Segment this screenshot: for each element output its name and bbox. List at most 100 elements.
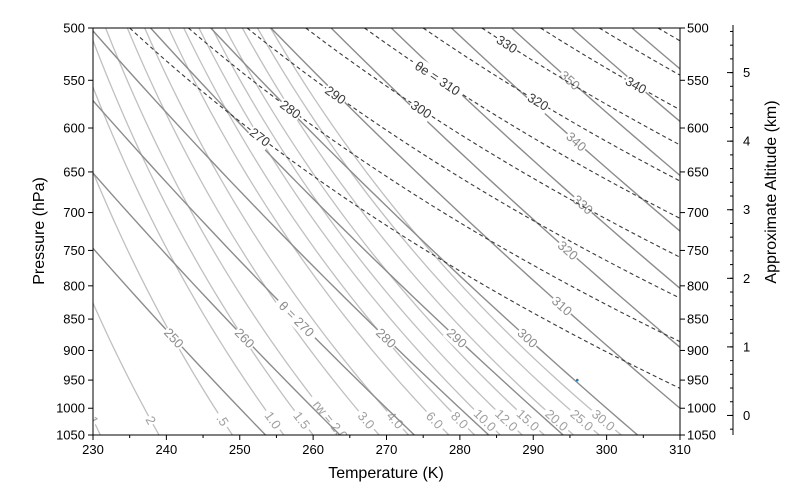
dry-adiabat-label-bg	[442, 324, 471, 353]
x-tick-label: 270	[376, 442, 398, 457]
secondary-pressure-axis: 500 550 600 650 700 750 800 850 900 950 1000 1050	[680, 21, 716, 443]
dry-adiabat-line	[571, 28, 680, 123]
dry-adiabat-label-bg	[272, 294, 321, 344]
x-axis: 230 240 250 260 270 280 290 300 310	[82, 435, 691, 457]
y-tick-label: 1050	[56, 428, 85, 443]
moist-adiabat-label-bg	[321, 81, 350, 109]
y2-tick-label: 750	[687, 243, 709, 258]
moist-adiabat-label-text: 300	[408, 97, 434, 121]
moist-adiabat-line	[481, 28, 680, 146]
y-tick-label: 500	[63, 21, 85, 36]
moist-adiabat-line	[188, 28, 680, 343]
dry-adiabat-line	[93, 29, 490, 435]
moist-adiabat-label-bg	[245, 123, 275, 151]
moist-adiabat-label: 270	[245, 123, 275, 151]
y2-tick-label: 700	[687, 205, 709, 220]
dry-adiabat-line	[93, 247, 267, 435]
y-tick-label: 1000	[56, 401, 85, 416]
x-axis-title: Temperature (K)	[328, 465, 444, 482]
mixing-ratio-line	[126, 28, 380, 435]
x-tick-label: 310	[669, 442, 691, 457]
dry-adiabat-label-bg	[568, 190, 598, 219]
mixing-ratio-label-bg	[352, 406, 381, 435]
moist-adiabat-label-text: 330	[494, 32, 520, 56]
mixing-ratio-line	[93, 170, 233, 435]
altitude-tick-label: 5	[743, 65, 750, 80]
moist-adiabat-label-bg	[621, 72, 651, 98]
moist-adiabat-label-bg	[276, 95, 305, 123]
dry-adiabat-label-text: θ = 270	[276, 298, 317, 340]
x-tick-label: 230	[82, 442, 104, 457]
dry-adiabat-label-bg	[553, 236, 583, 265]
altitude-tick-label: 0	[743, 408, 750, 423]
dry-adiabat-line	[390, 28, 680, 290]
x-tick-label: 290	[522, 442, 544, 457]
dry-adiabat-line	[330, 28, 680, 349]
moist-adiabat-label: 290	[321, 81, 350, 109]
y-tick-label: 600	[63, 121, 85, 136]
moist-adiabat-label: 330	[492, 31, 522, 58]
moist-adiabat-label-text: 360	[728, 64, 754, 88]
mixing-ratio-label: 2	[141, 412, 161, 429]
moist-adiabat-label-text: 320	[525, 90, 551, 114]
mixing-ratio-line	[144, 28, 409, 435]
altitude-axis: 0 1 2 3 4 5	[727, 25, 750, 435]
mixing-ratio-label: 1.0	[259, 405, 287, 435]
mixing-ratio-label-bg	[259, 405, 287, 435]
moist-adiabat-line	[305, 28, 680, 258]
mixing-ratio-label-text: .5	[213, 412, 231, 429]
mixing-ratio-label-bg	[420, 406, 449, 435]
y2-tick-label: 1000	[687, 401, 716, 416]
mixing-ratio-label-text: 1	[85, 414, 102, 427]
mixing-ratio-label-bg	[445, 406, 474, 435]
y2-tick-label: 500	[687, 21, 709, 36]
moist-adiabat-label-bg	[523, 88, 553, 115]
altitude-tick-label: 2	[743, 271, 750, 286]
moist-adiabat-label-bg	[492, 31, 522, 58]
y-axis: 500 550 600 650 700 750 800 850 900 950 1000 1050	[56, 21, 93, 443]
mixing-ratio-label-bg	[381, 406, 409, 435]
dry-adiabat-line	[93, 172, 341, 435]
mixing-ratio-label-bg	[468, 403, 502, 435]
mixing-ratio-label: 1.5	[288, 405, 316, 435]
dry-adiabat-label-bg	[230, 324, 259, 353]
y2-tick-label: 1050	[687, 428, 716, 443]
mixing-ratio-label-text: rw = 2.0	[310, 397, 351, 443]
mixing-ratio-line	[269, 28, 622, 435]
moist-adiabat-label: θe = 310	[408, 55, 467, 102]
dry-adiabat-line	[270, 28, 680, 410]
mixing-ratio-line	[105, 28, 343, 435]
moist-adiabat-label-text: θe = 310	[412, 58, 463, 99]
moist-adiabat-line	[717, 28, 803, 435]
mixing-ratio-label-bg	[305, 391, 356, 435]
y-axis-title: Pressure (hPa)	[31, 177, 48, 285]
dry-adiabat-line	[692, 28, 803, 435]
y2-tick-label: 600	[687, 121, 709, 136]
y2-tick-label: 550	[687, 73, 709, 88]
y2-tick-label: 900	[687, 343, 709, 358]
x-tick-label: 300	[596, 442, 618, 457]
y-tick-label: 700	[63, 205, 85, 220]
mixing-ratio-label: 3.0	[352, 406, 381, 435]
y-tick-label: 650	[63, 164, 85, 179]
mixing-ratio-label-bg	[511, 403, 545, 435]
y2-tick-label: 850	[687, 312, 709, 327]
mixing-ratio-line	[93, 38, 314, 435]
moist-adiabat-line	[129, 28, 680, 389]
mixing-ratio-label-bg	[565, 404, 599, 435]
y2-tick-label: 650	[687, 164, 709, 179]
x-tick-label: 260	[302, 442, 324, 457]
mixing-ratio-line	[167, 28, 450, 435]
data-point	[575, 378, 579, 382]
data-points	[575, 378, 579, 382]
y-tick-label: 750	[63, 243, 85, 258]
mixing-ratio-line	[93, 301, 160, 435]
altitude-axis-title: Approximate Altitude (km)	[763, 100, 780, 283]
y2-tick-label: 950	[687, 373, 709, 388]
mixing-ratio-line	[198, 28, 501, 435]
moist-adiabat-label-bg	[727, 63, 755, 88]
mixing-ratio-label-bg	[539, 403, 574, 435]
mixing-ratio-line	[93, 417, 101, 435]
plot-area: 1 2.5 1.0 1.5rw = 2.0 3.0 4.0 6.0 8.0 10.012.015…	[85, 28, 803, 443]
